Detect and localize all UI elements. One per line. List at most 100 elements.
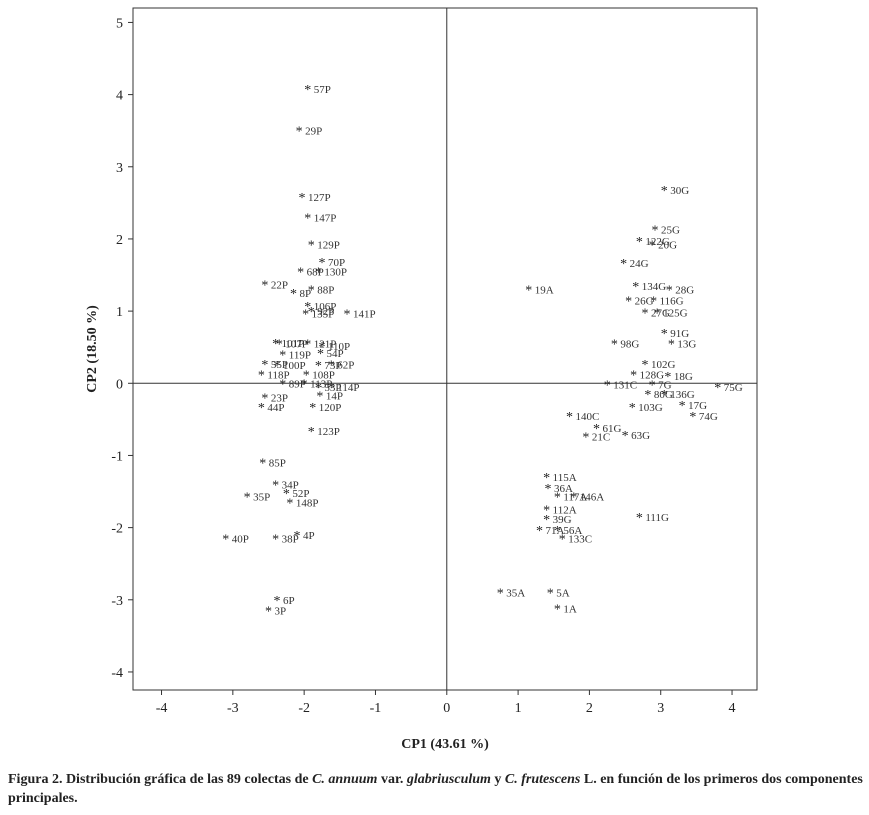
point-label: 85P: [269, 458, 286, 470]
point-marker: *: [258, 401, 265, 416]
point-marker: *: [261, 358, 268, 373]
point-label: 140C: [575, 411, 599, 423]
data-point: * 107P: [276, 338, 308, 353]
x-axis-label: CP1 (43.61 %): [401, 737, 489, 752]
point-marker: *: [328, 359, 335, 374]
data-point: * 116G: [650, 294, 684, 309]
point-label: 146A: [580, 492, 605, 504]
data-point: * 91G: [661, 327, 690, 342]
y-tick-label: 5: [116, 16, 123, 31]
point-marker: *: [644, 388, 651, 403]
data-point: * 131C: [604, 379, 637, 394]
point-marker: *: [664, 370, 671, 385]
data-point: * 39G: [543, 513, 572, 528]
point-label: 92P: [317, 306, 334, 318]
point-marker: *: [661, 388, 668, 403]
point-label: 62P: [337, 360, 354, 372]
point-marker: *: [290, 287, 297, 302]
point-marker: *: [283, 487, 290, 502]
point-label: 63G: [631, 430, 650, 442]
data-point: * 135P: [302, 307, 334, 322]
data-point: * 7G: [649, 379, 672, 394]
point-label: 133C: [568, 533, 592, 545]
point-label: 26G: [635, 295, 654, 307]
data-point: * 141P: [343, 307, 375, 322]
data-point: * 123P: [308, 425, 340, 440]
caption-middle-2: y: [490, 772, 505, 787]
point-label: 29P: [305, 126, 322, 138]
point-marker: *: [286, 496, 293, 511]
point-label: 103G: [638, 402, 663, 414]
data-point: * 14P: [316, 390, 343, 405]
data-point: * 5A: [547, 587, 570, 602]
data-point: * 25G: [652, 224, 681, 239]
y-tick-label: 4: [116, 89, 123, 104]
point-marker: *: [642, 307, 649, 322]
point-marker: *: [543, 504, 550, 519]
caption-species-2: C. frutescens: [504, 772, 581, 787]
data-point: * 92P: [308, 305, 335, 320]
point-label: 148P: [296, 497, 319, 509]
point-marker: *: [649, 379, 656, 394]
data-point: * 100P: [274, 359, 306, 374]
point-marker: *: [261, 392, 268, 407]
point-label: 107P: [285, 339, 308, 351]
point-label: 18G: [674, 371, 693, 383]
point-label: 106P: [314, 301, 337, 313]
point-label: 6P: [283, 595, 295, 607]
point-marker: *: [274, 594, 281, 609]
data-point: * 8P: [290, 287, 311, 302]
data-point: * 24G: [620, 257, 649, 272]
point-label: 131C: [613, 380, 637, 392]
data-point: * 102G: [642, 358, 676, 373]
data-point: * 19A: [525, 283, 554, 298]
data-point: * 13G: [668, 338, 697, 353]
y-tick-label: 2: [116, 233, 123, 248]
data-point: * 44P: [258, 401, 285, 416]
point-label: 52P: [292, 488, 309, 500]
point-label: 111G: [645, 512, 669, 524]
point-marker: *: [304, 300, 311, 315]
data-point: * 128G: [630, 369, 664, 384]
point-marker: *: [554, 491, 561, 506]
point-marker: *: [547, 587, 554, 602]
caption-middle-1: var.: [377, 772, 407, 787]
point-marker: *: [303, 369, 310, 384]
data-point: * 115A: [543, 471, 577, 486]
point-label: 134G: [642, 281, 667, 293]
point-label: 121P: [314, 339, 337, 351]
point-marker: *: [543, 471, 550, 486]
point-marker: *: [536, 524, 543, 539]
data-point: * 120P: [309, 401, 341, 416]
point-marker: *: [302, 307, 309, 322]
point-label: 135P: [312, 308, 335, 320]
point-marker: *: [301, 377, 308, 392]
point-marker: *: [272, 478, 279, 493]
point-label: 22P: [271, 279, 288, 291]
point-label: 7G: [658, 380, 672, 392]
point-label: 36A: [554, 483, 573, 495]
data-point: * 114P: [328, 381, 360, 396]
point-marker: *: [611, 338, 618, 353]
data-point: * 101P: [272, 337, 304, 352]
point-label: 141P: [353, 308, 376, 320]
data-point: * 134G: [632, 280, 666, 295]
point-label: 24G: [630, 258, 649, 270]
data-point: * 38P: [272, 532, 299, 547]
data-point: * 56A: [554, 524, 583, 539]
data-point: * 4P: [294, 529, 315, 544]
data-point: * 133C: [559, 532, 592, 547]
data-point: * 22P: [261, 278, 288, 293]
point-marker: *: [276, 338, 283, 353]
point-marker: *: [497, 587, 504, 602]
point-marker: *: [304, 211, 311, 226]
point-label: 89P: [289, 378, 306, 390]
point-label: 116G: [660, 295, 684, 307]
point-marker: *: [636, 511, 643, 526]
point-label: 88P: [317, 284, 334, 296]
point-marker: *: [689, 410, 696, 425]
point-marker: *: [272, 532, 279, 547]
point-label: 40P: [232, 533, 249, 545]
data-point: * 117A: [554, 491, 588, 506]
point-marker: *: [265, 605, 272, 620]
